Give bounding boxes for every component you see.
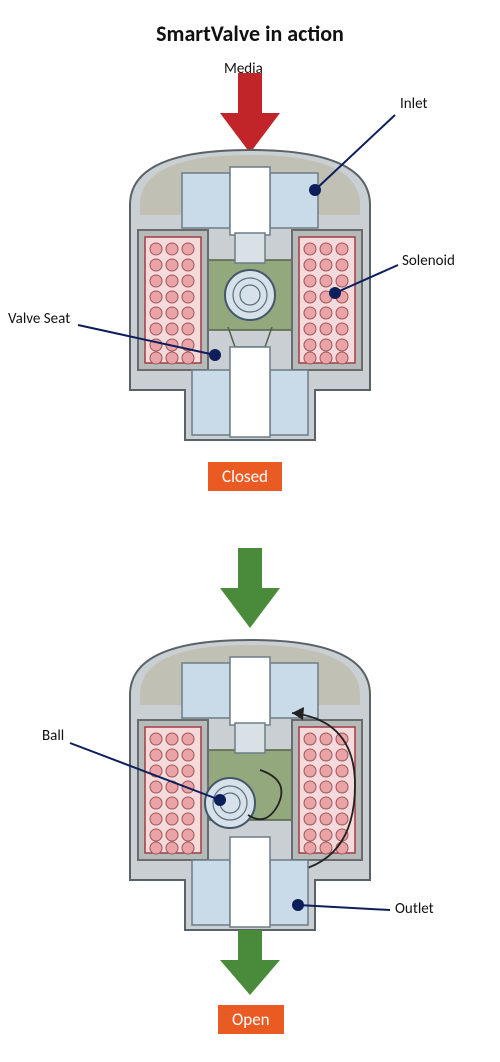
label-inlet: Inlet	[400, 95, 428, 113]
blue-upper-right	[270, 173, 318, 228]
blue-upper-right-open	[270, 663, 318, 718]
dot-outlet	[292, 899, 304, 911]
inlet-bore-open	[230, 657, 270, 725]
solenoid-left-open	[138, 720, 208, 860]
stem-upper-open	[235, 723, 265, 753]
outlet-bore-closed	[230, 347, 270, 437]
outlet-bore-open	[230, 837, 270, 927]
blue-lower-left-open	[192, 860, 230, 925]
open-valve-diagram	[60, 545, 440, 1000]
dot-solenoid	[329, 287, 341, 299]
solenoid-right-open	[292, 720, 362, 860]
blue-lower-right-open	[270, 860, 308, 925]
inlet-bore-closed	[230, 167, 270, 235]
label-valve-seat: Valve Seat	[8, 310, 70, 328]
badge-closed: Closed	[208, 462, 282, 491]
dot-inlet	[309, 184, 321, 196]
blue-lower-left	[192, 370, 230, 435]
diagram-page: { "title": "SmartValve in action", "labe…	[0, 0, 500, 1062]
stem-upper-closed	[235, 233, 265, 263]
dot-ball	[214, 794, 226, 806]
media-arrow-open-top	[220, 548, 280, 628]
label-solenoid: Solenoid	[402, 252, 455, 270]
label-ball: Ball	[42, 727, 64, 745]
blue-lower-right	[270, 370, 308, 435]
media-arrow-closed	[220, 73, 280, 153]
badge-open: Open	[218, 1005, 284, 1034]
blue-upper-left-open	[182, 663, 230, 718]
solenoid-right-closed	[292, 230, 362, 370]
label-outlet: Outlet	[395, 900, 434, 918]
media-arrow-open-bottom	[220, 930, 280, 995]
page-title: SmartValve in action	[0, 20, 500, 47]
solenoid-left-closed	[138, 230, 208, 370]
dot-valve-seat	[209, 349, 221, 361]
blue-upper-left	[182, 173, 230, 228]
closed-valve-diagram	[60, 55, 440, 475]
